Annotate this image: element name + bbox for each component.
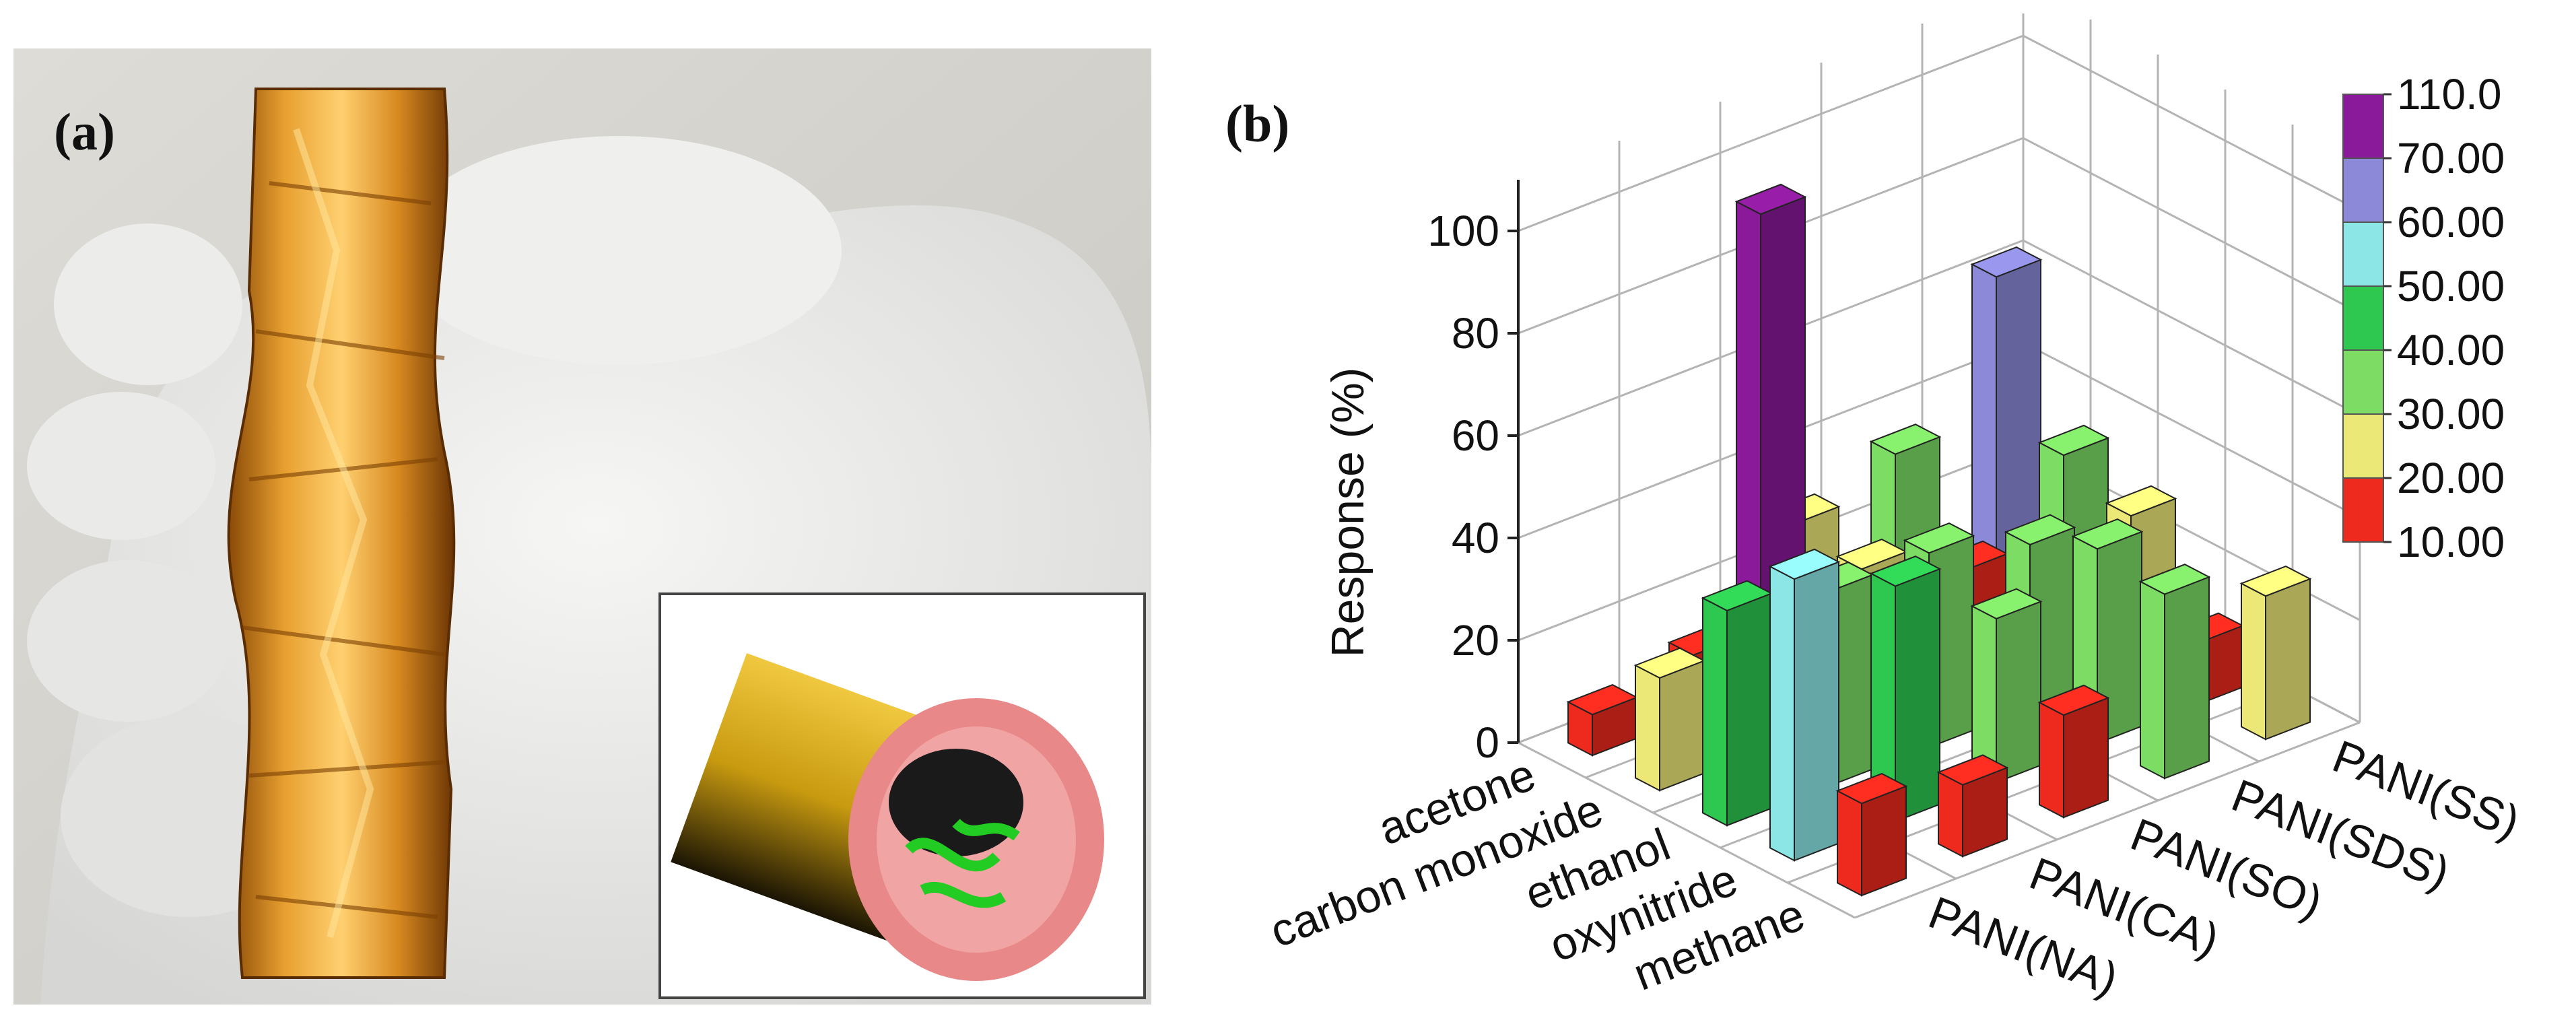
y-axis-title: Response (%) [1322, 368, 1374, 658]
bar-front-face [1837, 789, 1862, 897]
bar-top-face [1768, 548, 1841, 580]
bar-methane-panisds [2138, 564, 2211, 780]
panel-b-label: (b) [1225, 94, 1289, 153]
bar-side-face [1794, 561, 1839, 862]
bar-methane-paniso [2037, 684, 2110, 819]
z-tick-label: 20 [1452, 616, 1499, 665]
color-scale-legend: 110.0 70.00 60.00 50.00 40.00 30.00 20.00 10.00 [2342, 70, 2505, 566]
bars-layer [1566, 183, 2312, 897]
photo-panel: (a) [13, 48, 1151, 1005]
bar-front-face [1635, 664, 1660, 792]
legend-label: 40.00 [2397, 326, 2505, 374]
bar-side-face [1659, 659, 1705, 792]
bar-side-face [1861, 785, 1907, 897]
legend-label: 70.00 [2397, 134, 2505, 182]
bar-side-face [1726, 592, 1772, 827]
panel-a-label: (a) [54, 102, 115, 161]
bar-front-face [2241, 582, 2266, 741]
bar-top-face [1869, 423, 1942, 455]
bar-top-face [2037, 424, 2110, 456]
legend-swatch [2342, 94, 2384, 159]
bar-top-face [2239, 565, 2312, 597]
legend-swatch [2342, 413, 2384, 479]
legend-label: 20.00 [2397, 454, 2505, 502]
wall-grid-line [1518, 34, 2361, 232]
bar-oxynitride-panica [1869, 555, 1942, 823]
sensor-photo: (a) [13, 48, 1151, 1005]
z-tick-label: 80 [1452, 309, 1499, 358]
bar-front-face [2039, 701, 2064, 819]
legend-swatch [2342, 158, 2384, 223]
floor-grid-line [1854, 721, 2361, 919]
bar-side-face [1996, 600, 2041, 784]
bar-acetone-panina [1566, 683, 1639, 757]
bar-methane-panina [1835, 772, 1908, 897]
bar-front-face [1702, 597, 1728, 827]
bar-top-face [1970, 246, 2043, 278]
legend-swatch [2342, 222, 2384, 287]
bar-top-face [1869, 555, 1942, 587]
bar-top-face [2071, 518, 2144, 550]
z-tick-label: 100 [1427, 207, 1499, 255]
bar-carbon-monoxide-panina [1633, 647, 1706, 792]
bar-acetone-paniss [1970, 246, 2043, 601]
bar-ethanol-panina [1701, 580, 1773, 827]
bar-top-face [2037, 684, 2110, 716]
z-tick-label: 40 [1452, 514, 1499, 562]
bar-oxynitride-paniso [1970, 588, 2043, 784]
wall-grid-line [1518, 137, 2361, 335]
legend-swatch [2342, 285, 2384, 351]
bar-side-face [2164, 576, 2210, 780]
tube-schematic-inset [658, 592, 1146, 999]
legend-swatch [2342, 349, 2384, 415]
bar-top-face [2138, 564, 2211, 595]
z-tick-label: 60 [1452, 411, 1499, 460]
bar-oxynitride-panina [1768, 548, 1841, 862]
bar-top-face [1903, 522, 1975, 554]
chart-panel: (b) 0 20 40 60 80 100 acetone carbon monoxide et… [1185, 13, 2565, 1010]
bar-methane-panica [1936, 754, 2009, 858]
legend-label: 30.00 [2397, 390, 2505, 438]
legend-label: 60.00 [2397, 198, 2505, 246]
bar-top-face [2004, 514, 2076, 546]
bar-top-face [1970, 588, 2043, 620]
legend-swatch [2342, 477, 2384, 543]
bar-front-face [1769, 565, 1795, 862]
bar-top-face [1835, 772, 1908, 805]
bar-front-face [1938, 771, 1963, 858]
floor-grid-line [1518, 741, 1856, 919]
z-tick-label: 0 [1475, 718, 1499, 767]
bar-top-face [1936, 754, 2009, 786]
bar-top-face [1734, 183, 1807, 215]
legend-label: 110.0 [2397, 70, 2501, 118]
bar-side-face [2265, 578, 2311, 741]
bar-top-face [2105, 485, 2177, 517]
pani-tube [227, 88, 456, 979]
wall-grid-line [1518, 239, 2361, 437]
legend-label: 10.00 [2397, 518, 2505, 566]
legend-label: 50.00 [2397, 262, 2505, 310]
bar-side-face [2063, 697, 2109, 819]
bar-front-face [2140, 580, 2165, 780]
bar-methane-paniss [2239, 565, 2312, 741]
